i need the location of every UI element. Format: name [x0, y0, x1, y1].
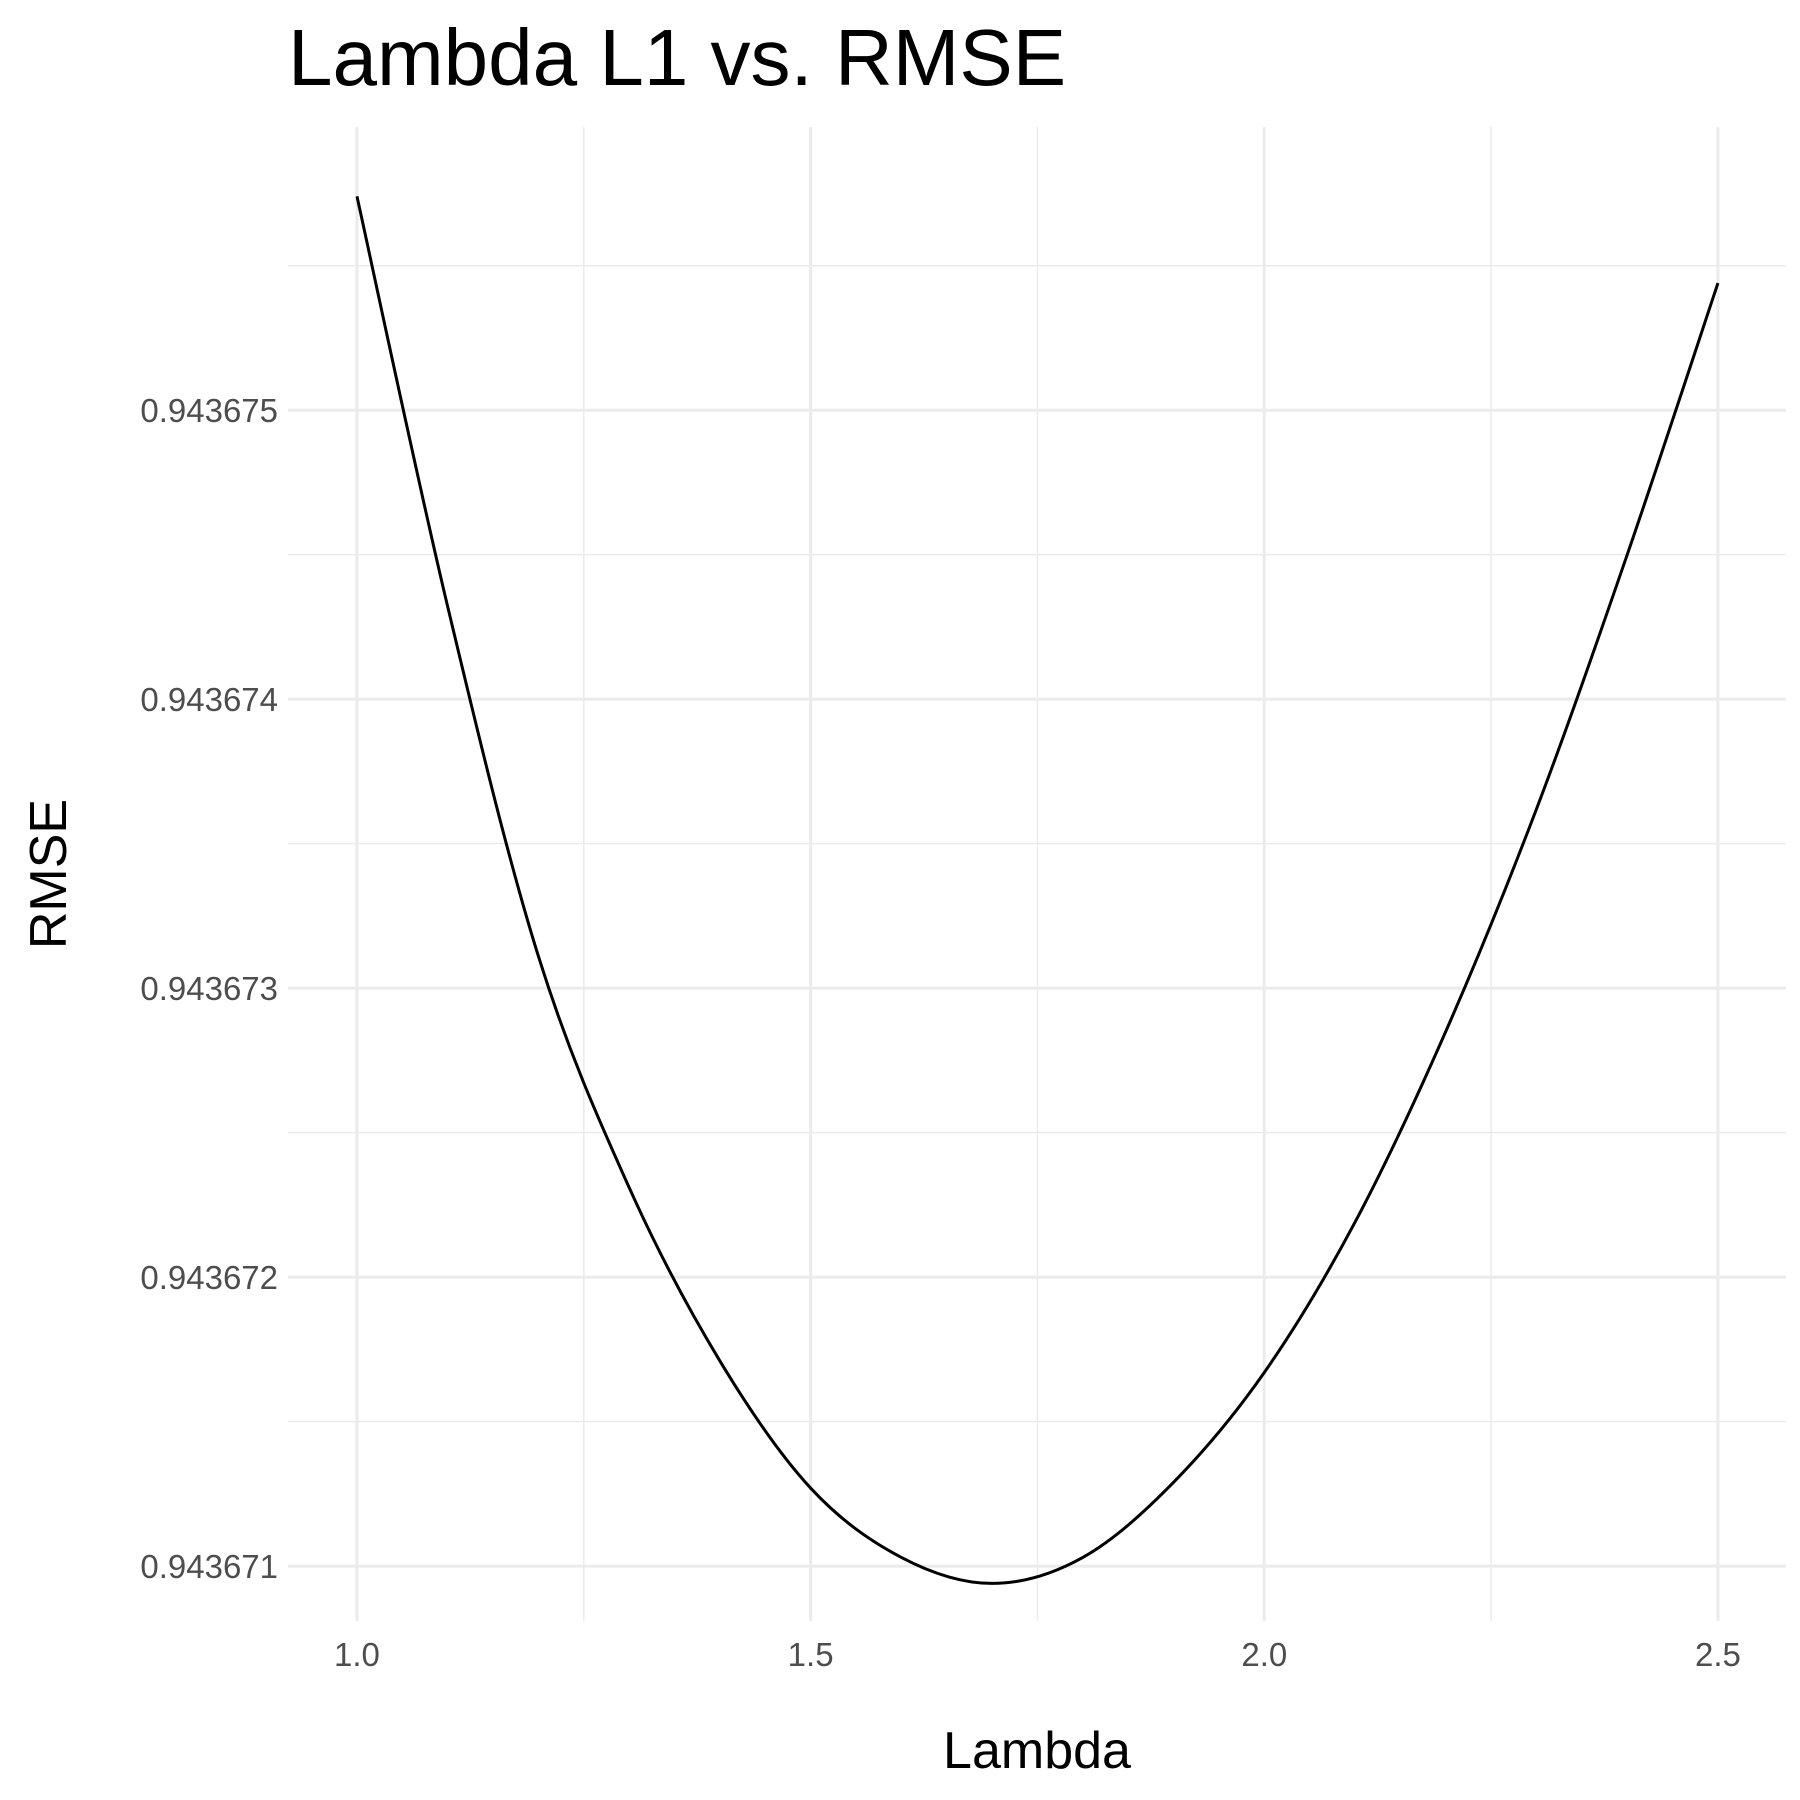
y-tick-label: 0.943673: [140, 970, 278, 1007]
x-tick-label: 2.0: [1241, 1636, 1287, 1673]
x-tick-label: 1.0: [334, 1636, 380, 1673]
x-axis-title: Lambda: [943, 1722, 1131, 1780]
chart-title: Lambda L1 vs. RMSE: [288, 13, 1066, 102]
y-tick-label: 0.943675: [140, 392, 278, 429]
y-axis-title: RMSE: [20, 799, 78, 949]
y-tick-label: 0.943671: [140, 1548, 278, 1585]
x-tick-label: 1.5: [788, 1636, 834, 1673]
y-tick-label: 0.943674: [140, 681, 278, 718]
y-tick-label: 0.943672: [140, 1259, 278, 1296]
line-series: [355, 196, 1720, 1585]
x-tick-label: 2.5: [1695, 1636, 1741, 1673]
